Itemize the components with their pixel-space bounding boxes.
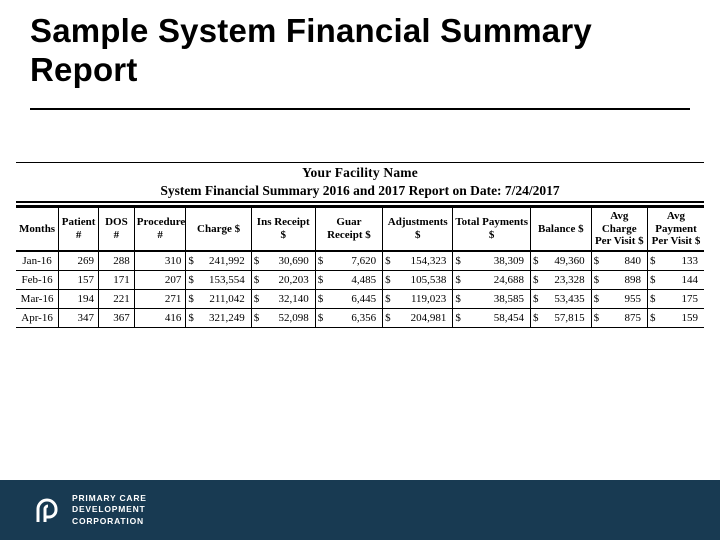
cell-proc: 310 (134, 251, 186, 271)
cell-avgp: $133 (647, 251, 704, 271)
cell-guarrec: $6,356 (315, 308, 382, 327)
col-totpay: Total Payments $ (453, 207, 531, 251)
col-avgc: Avg Charge Per Visit $ (591, 207, 647, 251)
cell-avgp: $144 (647, 270, 704, 289)
cell-adj: $154,323 (383, 251, 453, 271)
cell-guarrec: $4,485 (315, 270, 382, 289)
cell-avgc: $875 (591, 308, 647, 327)
cell-avgp: $159 (647, 308, 704, 327)
cell-avgc: $840 (591, 251, 647, 271)
col-proc: Procedure # (134, 207, 186, 251)
cell-charge: $211,042 (186, 289, 251, 308)
cell-patient: 194 (59, 289, 99, 308)
cell-avgp: $175 (647, 289, 704, 308)
col-guarrec: Guar Receipt $ (315, 207, 382, 251)
cell-month: Feb-16 (16, 270, 59, 289)
cell-guarrec: $7,620 (315, 251, 382, 271)
title-underline (30, 108, 690, 110)
cell-avgc: $898 (591, 270, 647, 289)
report-subtitle: System Financial Summary 2016 and 2017 R… (16, 183, 704, 199)
cell-month: Apr-16 (16, 308, 59, 327)
cell-totpay: $58,454 (453, 308, 531, 327)
table-row: Jan-16269288310$241,992$30,690$7,620$154… (16, 251, 704, 271)
cell-dos: 221 (99, 289, 135, 308)
cell-insrec: $30,690 (251, 251, 315, 271)
table-row: Mar-16194221271$211,042$32,140$6,445$119… (16, 289, 704, 308)
col-charge: Charge $ (186, 207, 251, 251)
facility-name: Your Facility Name (16, 165, 704, 181)
cell-bal: $57,815 (531, 308, 592, 327)
col-bal: Balance $ (531, 207, 592, 251)
cell-dos: 288 (99, 251, 135, 271)
cell-guarrec: $6,445 (315, 289, 382, 308)
col-insrec: Ins Receipt $ (251, 207, 315, 251)
cell-totpay: $38,309 (453, 251, 531, 271)
cell-adj: $119,023 (383, 289, 453, 308)
cell-dos: 367 (99, 308, 135, 327)
col-adj: Adjustments $ (383, 207, 453, 251)
cell-totpay: $38,585 (453, 289, 531, 308)
cell-bal: $23,328 (531, 270, 592, 289)
table-row: Feb-16157171207$153,554$20,203$4,485$105… (16, 270, 704, 289)
cell-adj: $105,538 (383, 270, 453, 289)
cell-charge: $321,249 (186, 308, 251, 327)
footer-bar: PRIMARY CARE DEVELOPMENT CORPORATION (0, 480, 720, 540)
cell-patient: 157 (59, 270, 99, 289)
col-month: Months (16, 207, 59, 251)
cell-proc: 207 (134, 270, 186, 289)
cell-avgc: $955 (591, 289, 647, 308)
cell-month: Jan-16 (16, 251, 59, 271)
cell-month: Mar-16 (16, 289, 59, 308)
cell-insrec: $20,203 (251, 270, 315, 289)
cell-proc: 271 (134, 289, 186, 308)
logo-icon (32, 495, 62, 525)
cell-patient: 269 (59, 251, 99, 271)
cell-bal: $53,435 (531, 289, 592, 308)
cell-charge: $153,554 (186, 270, 251, 289)
cell-totpay: $24,688 (453, 270, 531, 289)
page-title: Sample System Financial Summary Report (30, 12, 690, 90)
footer-org-name: PRIMARY CARE DEVELOPMENT CORPORATION (72, 493, 147, 527)
col-avgp: Avg Payment Per Visit $ (647, 207, 704, 251)
cell-bal: $49,360 (531, 251, 592, 271)
cell-adj: $204,981 (383, 308, 453, 327)
cell-proc: 416 (134, 308, 186, 327)
cell-insrec: $32,140 (251, 289, 315, 308)
financial-report: Your Facility Name System Financial Summ… (16, 158, 704, 328)
cell-insrec: $52,098 (251, 308, 315, 327)
cell-dos: 171 (99, 270, 135, 289)
table-row: Apr-16347367416$321,249$52,098$6,356$204… (16, 308, 704, 327)
financial-table: MonthsPatient #DOS #Procedure #Charge $I… (16, 206, 704, 328)
cell-patient: 347 (59, 308, 99, 327)
cell-charge: $241,992 (186, 251, 251, 271)
col-patient: Patient # (59, 207, 99, 251)
col-dos: DOS # (99, 207, 135, 251)
